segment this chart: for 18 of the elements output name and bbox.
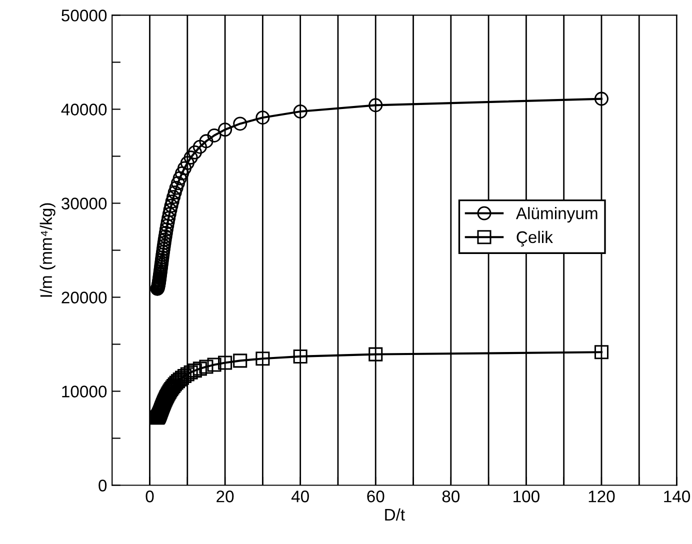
legend-label: Çelik [516, 230, 553, 246]
x-tick-label: 100 [514, 490, 540, 502]
y-tick-label: 50000 [62, 10, 107, 22]
legend-label: Alüminyum [516, 207, 598, 223]
x-tick-label: 80 [442, 490, 460, 502]
y-tick-label: 0 [98, 480, 107, 492]
y-tick-label: 30000 [62, 198, 107, 210]
x-tick-label: 20 [216, 490, 234, 502]
x-tick-label: 140 [664, 490, 690, 502]
y-axis-title: I/m (mm⁴/kg) [40, 203, 56, 297]
x-tick-label: 40 [291, 490, 309, 502]
y-tick-label: 20000 [62, 292, 107, 304]
x-axis-title: D/t [385, 508, 405, 521]
x-tick-label: 0 [146, 490, 154, 502]
x-tick-label: 120 [588, 490, 615, 502]
y-tick-label: 40000 [61, 104, 107, 116]
y-tick-label: 10000 [62, 386, 107, 398]
x-tick-label: 60 [367, 490, 384, 502]
